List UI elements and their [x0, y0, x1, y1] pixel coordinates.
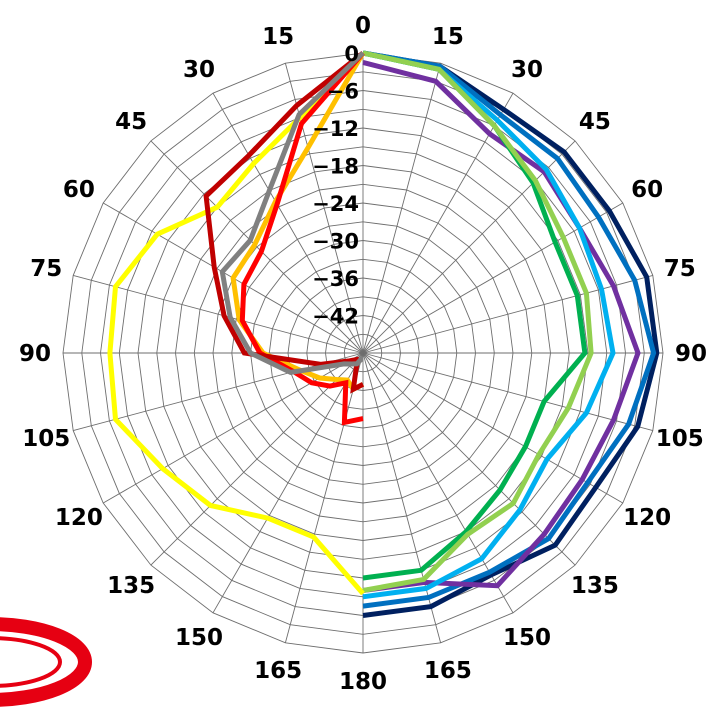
- radial-tick-label: −42: [312, 305, 359, 329]
- angle-tick-label: 0: [355, 13, 371, 39]
- grid-spoke: [363, 63, 441, 353]
- radial-tick-label: −36: [312, 267, 359, 291]
- angle-tick-label: 75: [30, 256, 62, 282]
- radial-tick-label: −6: [327, 80, 359, 104]
- angle-tick-label: 45: [115, 109, 147, 135]
- angle-tick-label: 30: [183, 57, 215, 83]
- radial-tick-label: 0: [344, 42, 359, 66]
- radial-tick-label: −30: [312, 230, 359, 254]
- angle-tick-label: 60: [63, 177, 95, 203]
- radial-tick-label: −12: [312, 117, 359, 141]
- series-group: [110, 53, 657, 616]
- angle-tick-label: 135: [107, 573, 155, 599]
- angle-tick-label: 180: [339, 669, 387, 695]
- grid-spoke: [103, 353, 363, 503]
- angle-tick-label: 150: [503, 625, 551, 651]
- angle-tick-label: 150: [175, 625, 223, 651]
- series-line-5: [363, 53, 585, 578]
- angle-tick-label: 15: [262, 24, 294, 50]
- angle-tick-label: 165: [254, 658, 302, 684]
- radial-tick-label: −24: [312, 192, 359, 216]
- angle-tick-label: 165: [424, 658, 472, 684]
- angle-tick-label: 90: [675, 341, 707, 367]
- polar-grid: [63, 53, 663, 653]
- angle-tick-label: 105: [656, 426, 704, 452]
- series-line-6: [363, 53, 591, 591]
- grid-spoke: [213, 353, 363, 613]
- logo-ring-outer: [0, 624, 85, 700]
- angle-tick-label: 75: [664, 256, 696, 282]
- angle-tick-label: 135: [571, 573, 619, 599]
- grid-spoke: [285, 353, 363, 643]
- angle-tick-label: 105: [22, 426, 70, 452]
- angle-tick-label: 120: [623, 505, 671, 531]
- angle-tick-label: 30: [511, 57, 543, 83]
- angle-tick-label: 120: [55, 505, 103, 531]
- logo-ring-inner: [0, 638, 60, 686]
- angle-tick-label: 45: [579, 109, 611, 135]
- angle-tick-label: 90: [19, 341, 51, 367]
- logo-swoosh: [0, 624, 85, 700]
- angle-tick-label: 15: [432, 24, 464, 50]
- angle-tick-label: 60: [631, 177, 663, 203]
- radial-tick-label: −18: [312, 155, 359, 179]
